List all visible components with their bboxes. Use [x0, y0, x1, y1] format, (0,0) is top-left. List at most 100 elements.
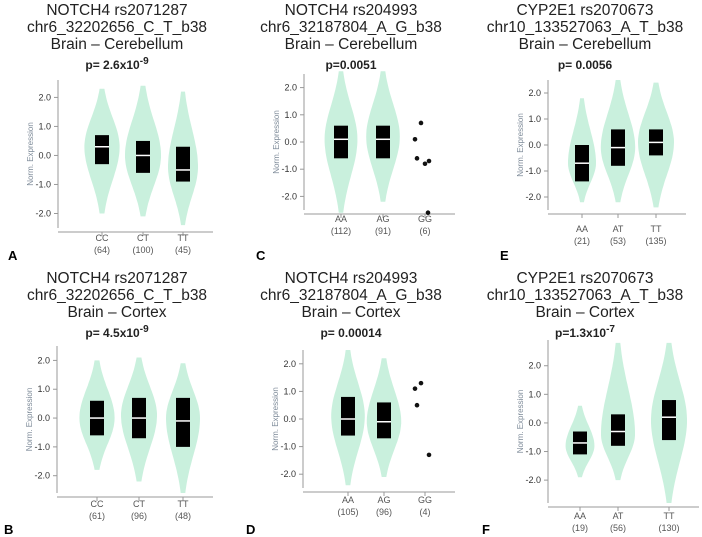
y-tick-label: 1.0	[38, 121, 51, 131]
y-tick-label: 2.0	[38, 92, 51, 102]
y-tick-label: -2.0	[281, 191, 297, 201]
y-tick-label: 1.0	[284, 110, 297, 120]
chart-panel-e: CYP2E1 rs2070673 chr10_133527063_A_T_b38…	[468, 0, 702, 268]
iqr-box	[376, 125, 390, 159]
sample-count: (6)	[420, 226, 431, 236]
iqr-box	[611, 414, 625, 446]
sample-count: (112)	[331, 226, 351, 236]
chart-title-line-2: chr10_133527063_A_T_b38	[486, 19, 684, 36]
chart-title-line-1: CYP2E1 rs2070673	[516, 270, 654, 287]
y-tick-label: 0.0	[37, 413, 50, 423]
sample-count: (96)	[131, 511, 147, 521]
p-value: p=1.3x10-7	[555, 324, 615, 340]
sample-count: (61)	[89, 511, 105, 521]
chart-panel-d: NOTCH4 rs204993 chr6_32187804_A_G_b38 Br…	[234, 268, 468, 537]
chart-title-line-3: Brain – Cortex	[67, 304, 167, 321]
y-tick-label: 1.0	[528, 389, 541, 399]
y-tick-label: -1.0	[34, 442, 50, 452]
violin-shape	[601, 342, 635, 481]
category-label: CC	[91, 499, 104, 509]
chart-panel-a: NOTCH4 rs2071287 chr6_32202656_C_T_b38 B…	[0, 0, 234, 268]
sample-count: (91)	[375, 226, 391, 236]
y-tick-label: -2.0	[34, 471, 50, 481]
chart-panel-b: NOTCH4 rs2071287 chr6_32202656_C_T_b38 B…	[0, 268, 234, 537]
y-tick-label: 1.0	[37, 384, 50, 394]
sample-count: (105)	[337, 507, 358, 517]
data-point	[418, 120, 424, 126]
y-tick-label: -1.0	[280, 442, 296, 452]
p-value: p=0.0051	[325, 58, 377, 72]
y-tick-label: 1.0	[528, 114, 541, 124]
category-label: TT	[664, 511, 675, 521]
y-tick-label: 1.0	[283, 386, 296, 396]
chart-title-line-2: chr6_32187804_A_G_b38	[260, 287, 442, 304]
violin-plot: 2.0 1.0 0.0 -1.0 -2.0 Norm. Expression AA (21) A…	[516, 80, 686, 246]
chart-title-line-3: Brain – Cerebellum	[284, 36, 418, 53]
violin-plot: 2.0 1.0 0.0 -1.0 -2.0 Norm. Expression CC (61) C…	[25, 346, 213, 521]
category-label: AG	[377, 495, 390, 505]
sample-count: (19)	[572, 523, 588, 533]
y-tick-label: -2.0	[35, 208, 51, 218]
y-tick-label: 2.0	[528, 361, 541, 371]
p-value: p= 4.5x10-9	[85, 324, 149, 340]
panel-letter: F	[482, 522, 490, 537]
sample-count: (96)	[376, 507, 392, 517]
data-point	[422, 161, 428, 167]
data-point	[426, 158, 432, 164]
sample-count: (21)	[574, 236, 590, 246]
sample-count: (48)	[175, 511, 191, 521]
category-label: AA	[335, 214, 347, 224]
y-tick-label: -1.0	[525, 447, 541, 457]
iqr-box	[334, 125, 348, 159]
y-axis-label: Norm. Expression	[25, 388, 34, 452]
sample-count: (45)	[175, 245, 191, 255]
sample-count: (100)	[132, 245, 153, 255]
y-tick-label: -1.0	[525, 166, 541, 176]
chart-panel-c: NOTCH4 rs204993 chr6_32187804_A_G_b38 Br…	[234, 0, 468, 268]
data-point	[426, 452, 432, 458]
p-value: p= 2.6x10-9	[85, 56, 149, 72]
iqr-box	[377, 402, 391, 439]
iqr-box	[176, 397, 190, 447]
chart-title-line-1: CYP2E1 rs2070673	[516, 2, 654, 19]
chart-title-line-1: NOTCH4 rs2071287	[46, 2, 188, 19]
category-label: GG	[418, 495, 432, 505]
y-tick-label: 0.0	[283, 414, 296, 424]
violin-plot: 2.0 1.0 0.0 -1.0 -2.0 Norm. Expression AA (19) A…	[516, 340, 699, 533]
category-label: AT	[613, 511, 624, 521]
category-label: GG	[418, 214, 432, 224]
y-axis-label: Norm. Expression	[272, 110, 281, 174]
y-tick-label: 0.0	[528, 140, 541, 150]
p-value: p= 0.0056	[557, 58, 613, 72]
y-axis-label: Norm. Expression	[516, 390, 525, 454]
category-label: CT	[137, 233, 149, 243]
chart-title-line-2: chr6_32202656_C_T_b38	[26, 19, 208, 36]
iqr-box	[136, 140, 150, 173]
sample-count: (130)	[658, 523, 679, 533]
iqr-box	[341, 396, 355, 436]
sample-count: (4)	[420, 507, 431, 517]
y-tick-label: 2.0	[528, 88, 541, 98]
chart-title-line-3: Brain – Cortex	[535, 304, 635, 321]
data-point	[412, 136, 418, 142]
panel-letter: A	[8, 248, 18, 263]
panel-letter: B	[4, 522, 14, 537]
data-point	[425, 210, 431, 216]
category-label: TT	[178, 499, 189, 509]
y-tick-label: 2.0	[37, 355, 50, 365]
y-tick-label: -2.0	[280, 469, 296, 479]
data-point	[418, 380, 424, 386]
chart-title-line-1: NOTCH4 rs2071287	[46, 270, 188, 287]
chart-title-line-3: Brain – Cortex	[301, 304, 401, 321]
chart-title-line-1: NOTCH4 rs204993	[284, 270, 418, 287]
category-label: AG	[376, 214, 389, 224]
y-tick-label: 2.0	[284, 83, 297, 93]
y-tick-label: 0.0	[38, 150, 51, 160]
iqr-box	[95, 135, 109, 165]
chart-panel-f: CYP2E1 rs2070673 chr10_133527063_A_T_b38…	[468, 268, 702, 537]
data-point	[414, 156, 420, 161]
category-label: AA	[342, 495, 354, 505]
chart-title-line-2: chr6_32187804_A_G_b38	[260, 19, 442, 36]
sample-count: (56)	[610, 523, 626, 533]
y-tick-label: -1.0	[35, 179, 51, 189]
